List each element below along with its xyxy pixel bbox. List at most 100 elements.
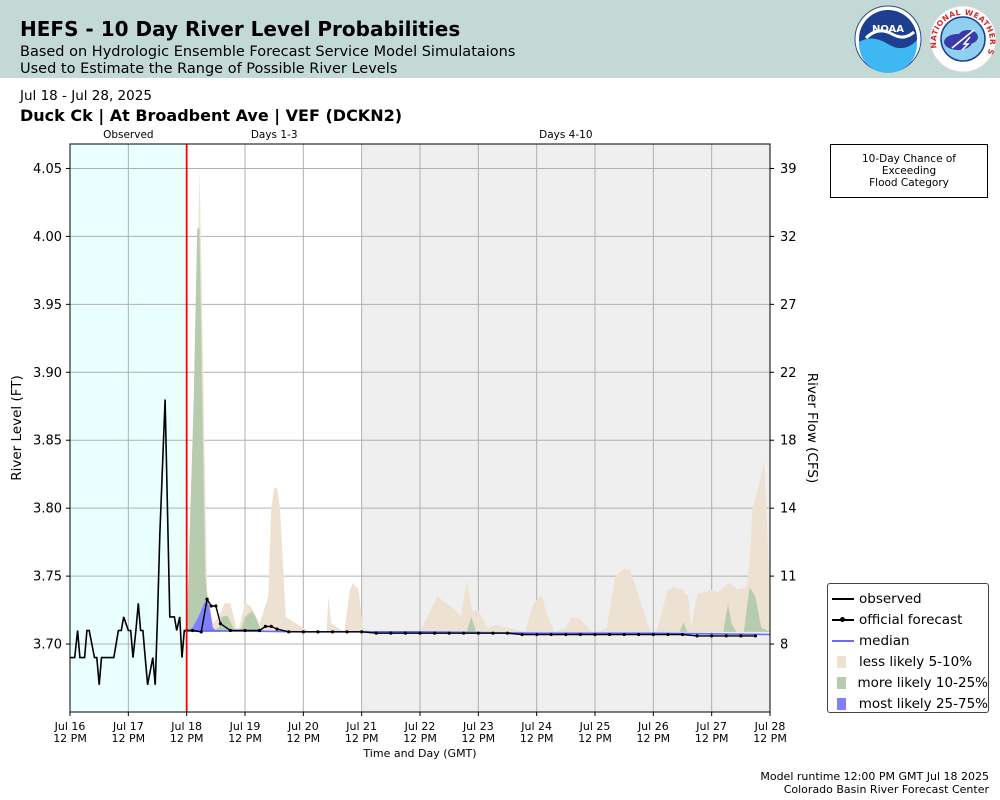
legend-label: less likely 5-10% xyxy=(859,653,973,670)
forecast-point xyxy=(710,634,714,638)
x-tick-label: 12 PM xyxy=(112,732,146,745)
x-tick-label: 12 PM xyxy=(345,732,379,745)
forecast-point xyxy=(593,632,597,637)
forecast-point xyxy=(218,622,223,626)
forecast-point xyxy=(243,628,247,633)
header-banner: HEFS - 10 Day River Level Probabilities … xyxy=(0,0,1000,78)
chart-legend: observed official forecast median less l… xyxy=(827,583,989,713)
y-tick-label: 3.85 xyxy=(33,434,62,449)
y-tick-label: 3.90 xyxy=(33,366,62,381)
forecast-point xyxy=(374,631,378,635)
forecast-point xyxy=(257,628,262,633)
y2-tick-label: 22 xyxy=(780,366,797,381)
forecast-point xyxy=(263,624,268,628)
date-range: Jul 18 - Jul 28, 2025 xyxy=(20,88,152,104)
forecast-point xyxy=(491,631,495,635)
forecast-point xyxy=(269,624,273,628)
y2-tick-label: 11 xyxy=(780,570,797,585)
forecast-point xyxy=(316,630,320,634)
y2-axis-label: River Flow (CFS) xyxy=(804,373,820,483)
y2-tick-label: 14 xyxy=(780,502,797,517)
x-tick-label: 12 PM xyxy=(53,732,87,745)
noaa-logo-icon: NOAA xyxy=(854,5,922,73)
forecast-point xyxy=(418,631,422,635)
forecast-point xyxy=(564,632,568,637)
x-tick-label: Jul 16 xyxy=(54,720,86,733)
forecast-point xyxy=(739,634,743,638)
y2-tick-label: 18 xyxy=(780,434,797,449)
y2-tick-label: 32 xyxy=(780,230,797,245)
x-tick-label: 12 PM xyxy=(403,732,437,745)
legend-label: observed xyxy=(859,590,922,607)
x-tick-label: Jul 27 xyxy=(695,720,727,733)
forecast-point xyxy=(505,631,510,635)
y-axis-label: River Level (FT) xyxy=(9,375,25,481)
forecast-point xyxy=(190,628,195,633)
forecast-point xyxy=(432,631,437,635)
forecast-point xyxy=(330,630,335,634)
x-tick-label: Jul 22 xyxy=(404,720,436,733)
forecast-center: Colorado Basin River Forecast Center xyxy=(783,783,989,796)
forecast-point xyxy=(535,632,539,637)
forecast-point xyxy=(651,632,655,637)
forecast-point xyxy=(520,632,524,637)
station-title: Duck Ck | At Broadbent Ave | VEF (DCKN2) xyxy=(20,106,403,125)
forecast-point xyxy=(724,634,728,638)
x-tick-label: 12 PM xyxy=(520,732,554,745)
y-tick-label: 3.80 xyxy=(33,502,62,517)
x-tick-label: 12 PM xyxy=(637,732,671,745)
forecast-point xyxy=(680,632,685,637)
flood-box-line-2: Exceeding xyxy=(881,165,937,177)
flood-box-line-1: 10-Day Chance of xyxy=(862,153,956,165)
forecast-point xyxy=(199,630,203,634)
subtitle-line-1: Based on Hydrologic Ensemble Forecast Se… xyxy=(20,44,516,60)
x-tick-label: Jul 18 xyxy=(170,720,202,733)
x-tick-label: Jul 23 xyxy=(462,720,494,733)
legend-line-icon xyxy=(831,634,855,648)
x-tick-label: 12 PM xyxy=(170,732,204,745)
x-tick-label: 12 PM xyxy=(462,732,496,745)
x-tick-label: Jul 19 xyxy=(229,720,261,733)
official-forecast-line xyxy=(186,597,756,637)
legend-patch-icon xyxy=(831,697,855,711)
noaa-logo-text: NOAA xyxy=(872,24,904,35)
legend-item-more-likely: more likely 10-25% xyxy=(828,672,988,693)
legend-label: official forecast xyxy=(859,611,963,628)
x-tick-label: Jul 24 xyxy=(520,720,552,733)
forecast-point xyxy=(301,630,305,634)
region-label: Days 1-3 xyxy=(251,129,298,141)
forecast-point xyxy=(287,630,291,634)
x-tick-label: Jul 25 xyxy=(579,720,611,733)
x-tick-label: 12 PM xyxy=(578,732,612,745)
legend-label: median xyxy=(859,632,910,649)
forecast-point xyxy=(549,632,553,637)
legend-item-observed: observed xyxy=(828,588,988,609)
x-tick-label: 12 PM xyxy=(753,732,787,745)
observed-line xyxy=(70,399,187,685)
subtitle-line-2: Used to Estimate the Range of Possible R… xyxy=(20,61,398,77)
forecast-point xyxy=(403,631,408,635)
x-tick-label: Jul 28 xyxy=(754,720,786,733)
forecast-point xyxy=(214,604,218,608)
x-tick-label: Jul 20 xyxy=(287,720,319,733)
forecast-point xyxy=(622,632,626,637)
y-tick-label: 3.75 xyxy=(33,570,62,585)
legend-label: most likely 25-75% xyxy=(858,695,988,712)
forecast-point xyxy=(637,632,641,637)
y-tick-label: 4.05 xyxy=(33,162,62,177)
x-tick-label: 12 PM xyxy=(228,732,262,745)
x-tick-label: Jul 17 xyxy=(112,720,144,733)
legend-patch-icon xyxy=(831,676,854,690)
forecast-point xyxy=(228,628,233,633)
footer-credits: Model runtime 12:00 PM GMT Jul 18 2025 C… xyxy=(760,770,989,796)
forecast-point xyxy=(753,634,758,638)
y2-tick-label: 39 xyxy=(780,162,797,177)
forecast-point xyxy=(345,630,349,634)
legend-item-most-likely: most likely 25-75% xyxy=(828,693,988,714)
legend-line-icon xyxy=(831,592,855,606)
y-tick-label: 3.95 xyxy=(33,298,62,313)
forecast-point xyxy=(389,631,393,635)
flood-box-line-3: Flood Category xyxy=(869,177,949,189)
forecast-point xyxy=(447,631,451,635)
